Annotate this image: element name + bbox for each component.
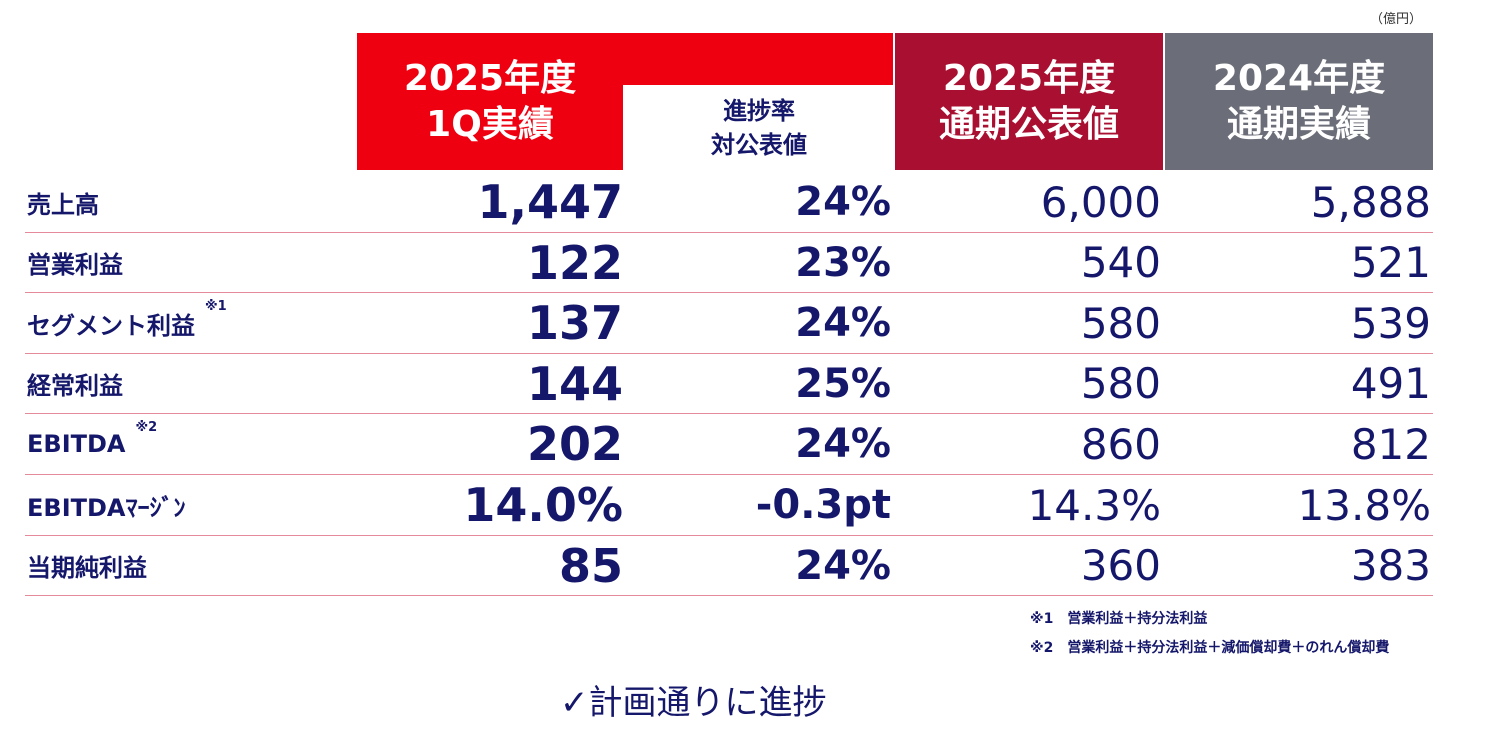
row-label: 売上高: [27, 172, 99, 232]
row-divider: [25, 292, 1433, 294]
cell: 122: [526, 235, 623, 290]
label-text: 経常利益: [27, 372, 123, 401]
row-divider: [25, 352, 1433, 354]
cell: 540: [1080, 238, 1161, 288]
row-divider: [25, 413, 1433, 415]
label-text: EBITDA: [27, 430, 126, 459]
header-text: 2025年度: [403, 57, 577, 99]
row-label: 営業利益: [27, 233, 123, 293]
header-text: 1Q実績: [426, 103, 554, 145]
cell: 14.3%: [1027, 480, 1161, 530]
cell: 14.0%: [463, 478, 623, 532]
row-label: 当期純利益: [27, 536, 147, 596]
cell: 812: [1350, 419, 1431, 469]
header-cell: 2024年度 通期実績: [1165, 33, 1433, 170]
label-text: 当期純利益: [27, 554, 147, 583]
cell: 13.8%: [1297, 480, 1431, 530]
row-label: セグメント利益 ※1: [27, 293, 227, 353]
label-text: 営業利益: [27, 251, 123, 280]
cell: 24%: [795, 179, 891, 225]
row-label: EBITDA ※2: [27, 414, 157, 474]
row-divider: [25, 534, 1433, 536]
conclusion: ✓計画通りに進捗: [560, 683, 827, 723]
header-cell: 2025年度 通期公表値: [895, 33, 1163, 170]
row-label: EBITDAﾏｰｼﾞﾝ: [27, 475, 185, 535]
cell: 491: [1350, 359, 1431, 409]
cell: 25%: [795, 360, 891, 407]
cell: 23%: [795, 239, 891, 286]
row-label: 経常利益: [27, 354, 123, 414]
cell: 539: [1350, 298, 1431, 348]
cell: 6,000: [1040, 177, 1161, 227]
note-ref: ※2: [135, 420, 158, 436]
row-divider: [25, 595, 1433, 597]
cell: 360: [1080, 541, 1161, 591]
cell: -0.3pt: [755, 482, 891, 528]
label-text: 売上高: [27, 190, 99, 219]
header-cell: 進捗率 対公表値: [625, 85, 893, 170]
cell: 24%: [795, 421, 891, 468]
label-text: セグメント利益: [27, 311, 195, 340]
cell: 860: [1080, 419, 1161, 469]
cell: 202: [526, 417, 623, 472]
cell: 580: [1080, 298, 1161, 348]
footnote: ※1 営業利益＋持分法利益: [1030, 611, 1208, 627]
row-divider: [25, 231, 1433, 233]
note-ref: ※1: [205, 299, 227, 315]
row-divider: [25, 474, 1433, 475]
header-text: 通期公表値: [938, 103, 1119, 145]
cell: 24%: [795, 300, 891, 347]
label-text: EBITDAﾏｰｼﾞﾝ: [27, 493, 186, 522]
header-text: 対公表値: [711, 130, 807, 159]
header-text: 2025年度: [942, 57, 1116, 99]
cell: 5,888: [1310, 177, 1431, 227]
cell: 521: [1350, 238, 1431, 288]
footnote: ※2 営業利益＋持分法利益＋減価償却費＋のれん償却費: [1030, 640, 1390, 656]
cell: 85: [558, 538, 623, 593]
cell: 24%: [795, 542, 891, 589]
header-text: 2024年度: [1212, 57, 1386, 99]
header-text: 進捗率: [723, 96, 795, 125]
cell: 1,447: [477, 175, 623, 229]
cell: 383: [1350, 541, 1431, 591]
header-text: 通期実績: [1226, 103, 1371, 145]
cell: 137: [526, 296, 623, 351]
header-cell: 2025年度 1Q実績: [357, 33, 623, 170]
unit: （億円）: [1370, 12, 1423, 27]
cell: 144: [526, 356, 623, 411]
cell: 580: [1080, 359, 1161, 409]
